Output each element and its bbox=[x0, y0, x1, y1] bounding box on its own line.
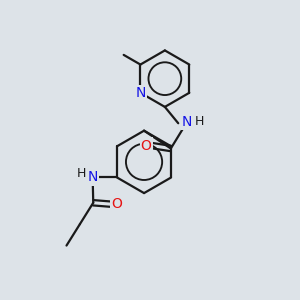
Text: N: N bbox=[88, 170, 98, 184]
Text: N: N bbox=[135, 86, 146, 100]
Text: H: H bbox=[195, 115, 204, 128]
Text: N: N bbox=[182, 115, 192, 129]
Text: O: O bbox=[112, 197, 122, 211]
Text: H: H bbox=[77, 167, 86, 180]
Text: O: O bbox=[141, 139, 152, 152]
